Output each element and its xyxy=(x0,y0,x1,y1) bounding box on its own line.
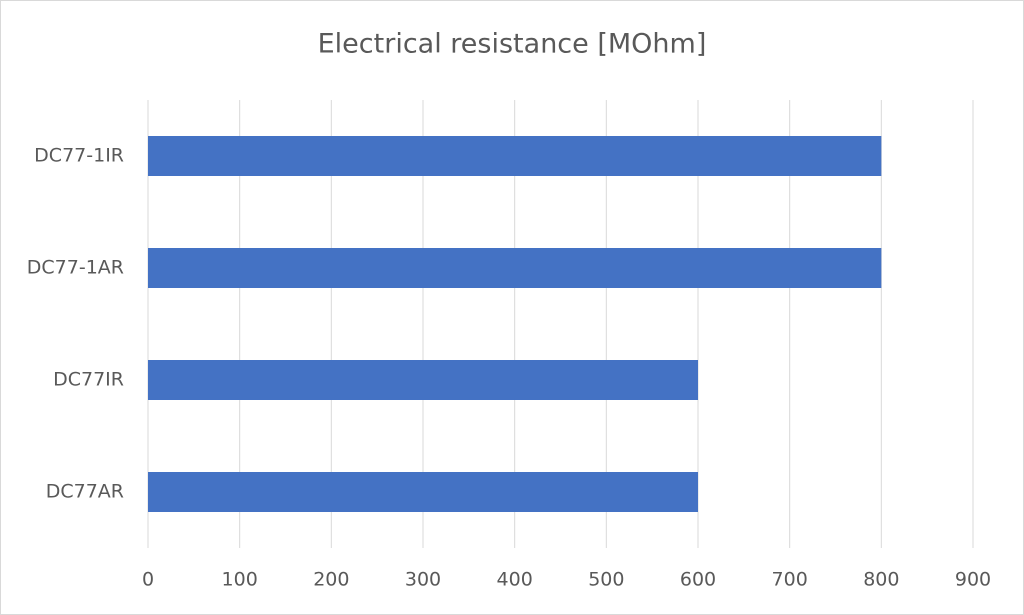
bar xyxy=(148,360,698,400)
x-tick-label: 0 xyxy=(142,569,154,591)
y-tick-label: DC77-1IR xyxy=(34,145,124,167)
chart-title: Electrical resistance [MOhm] xyxy=(318,29,707,60)
x-tick-label: 300 xyxy=(405,569,441,591)
bar xyxy=(148,136,882,176)
x-tick-label: 200 xyxy=(313,569,349,591)
x-tick-label: 400 xyxy=(497,569,533,591)
x-tick-label: 700 xyxy=(772,569,808,591)
bar xyxy=(148,248,882,288)
y-tick-label: DC77IR xyxy=(53,369,124,391)
y-tick-label: DC77-1AR xyxy=(27,257,124,279)
x-tick-label: 900 xyxy=(955,569,991,591)
x-tick-label: 500 xyxy=(588,569,624,591)
bar xyxy=(148,472,698,512)
y-tick-label: DC77AR xyxy=(46,481,124,503)
x-tick-label: 600 xyxy=(680,569,716,591)
x-tick-label: 100 xyxy=(222,569,258,591)
x-tick-label: 800 xyxy=(863,569,899,591)
